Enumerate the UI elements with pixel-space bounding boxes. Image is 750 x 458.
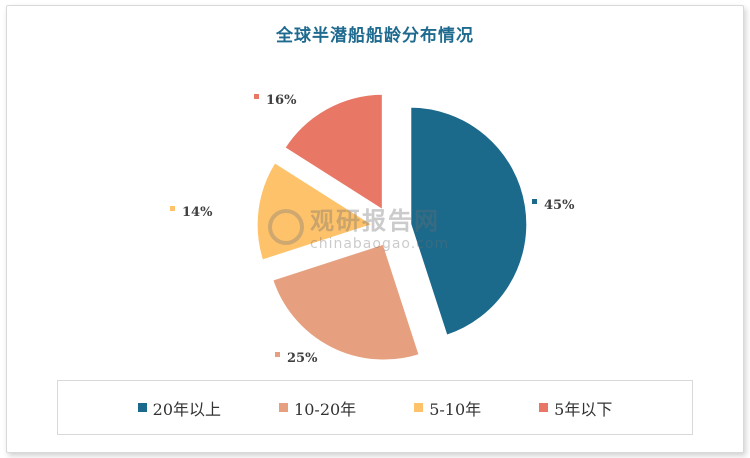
legend-label-0: 20年以上	[152, 399, 222, 419]
legend-item-0: 20年以上	[137, 396, 222, 420]
legend-swatch-3	[539, 403, 549, 412]
chart-title: 全球半潜船船龄分布情况	[276, 26, 474, 46]
data-label-marker-1	[275, 352, 280, 357]
chart-frame	[6, 5, 744, 453]
data-label-2: 14%	[182, 205, 213, 220]
legend-swatch-2	[414, 403, 424, 412]
pie-slice-2	[254, 159, 378, 264]
legend-label-3: 5年以下	[554, 399, 613, 419]
data-label-marker-2	[170, 206, 175, 211]
legend-item-2: 5-10年	[414, 396, 481, 420]
legend-label-1: 10-20年	[294, 399, 357, 419]
pie-slices	[254, 91, 530, 363]
data-labels: 45% 25% 14% 16%	[170, 93, 575, 366]
chart-legend: 20年以上 10-20年 5-10年 5年以下	[57, 380, 693, 435]
data-label-3: 16%	[266, 93, 297, 108]
legend-item-1: 10-20年	[279, 396, 356, 420]
data-label-marker-3	[254, 94, 259, 99]
data-label-1: 25%	[287, 351, 318, 366]
pie-slice-0	[408, 104, 530, 339]
pie-slice-1	[269, 241, 423, 363]
pie-slice-3	[281, 91, 385, 214]
legend-swatch-1	[279, 403, 289, 412]
legend-swatch-0	[137, 403, 147, 412]
data-label-marker-0	[532, 199, 537, 204]
data-label-0: 45%	[544, 198, 575, 213]
legend-label-2: 5-10年	[429, 399, 482, 419]
legend-item-3: 5年以下	[539, 396, 612, 420]
